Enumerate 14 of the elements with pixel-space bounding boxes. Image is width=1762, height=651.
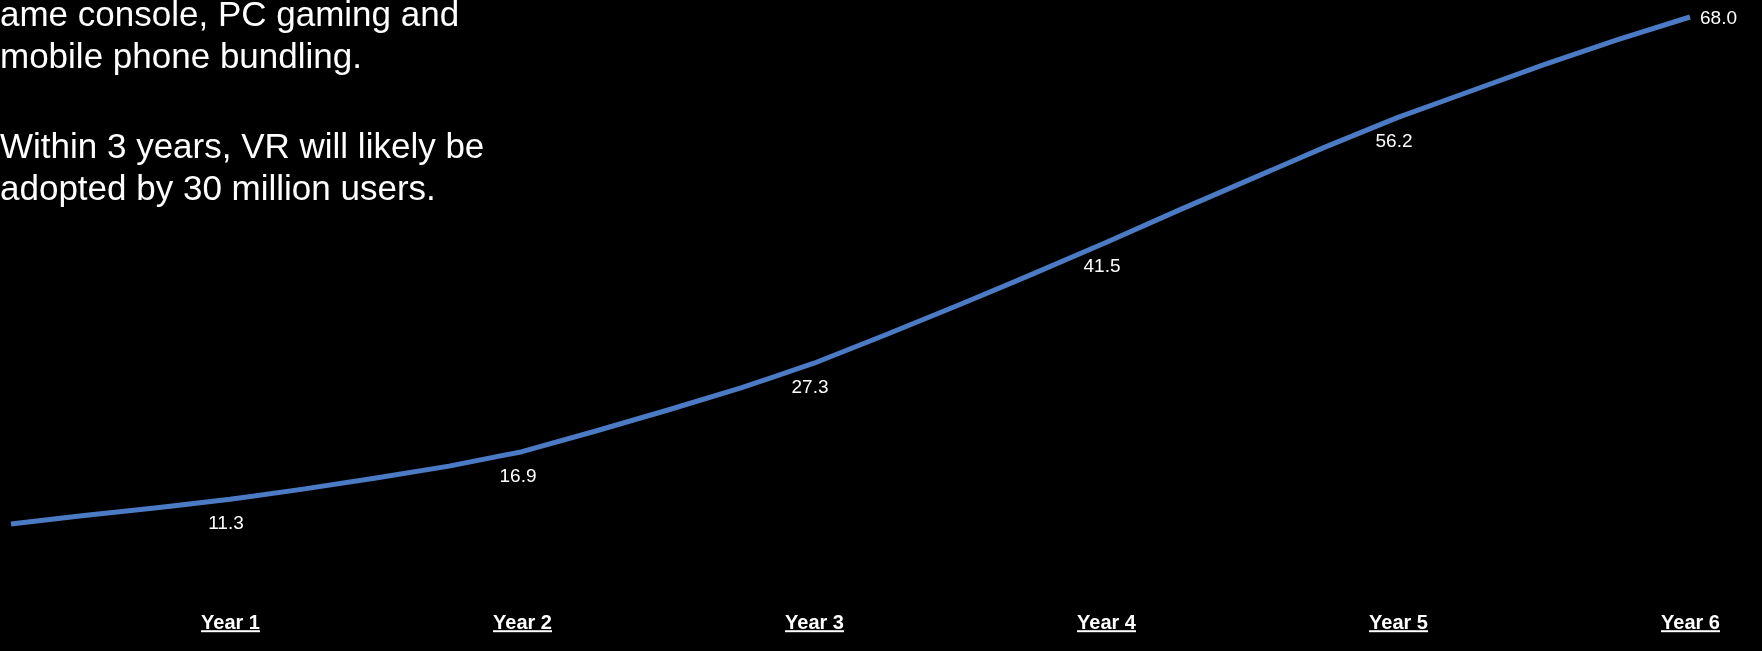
annotation: Within 3 years, VR will likely be adopted by 30 million users. — [0, 126, 485, 207]
data-label: 56.2 — [1375, 130, 1413, 152]
x-tick-label: Year 3 — [785, 611, 844, 634]
x-tick-label: Year 2 — [493, 611, 552, 634]
x-tick-label: Year 1 — [201, 611, 260, 634]
data-label: 68.0 — [1700, 7, 1737, 28]
data-label: 41.5 — [1083, 255, 1121, 277]
x-tick-label: Year 5 — [1369, 611, 1428, 634]
data-label: 16.9 — [499, 464, 537, 486]
data-label: 27.3 — [791, 376, 829, 398]
x-tick-label: Year 6 — [1661, 611, 1720, 634]
data-label: 11.3 — [208, 512, 244, 534]
x-tick-label: Year 4 — [1077, 611, 1137, 634]
annotation: ame console, PC gaming and mobile phone bundling. — [0, 0, 460, 75]
